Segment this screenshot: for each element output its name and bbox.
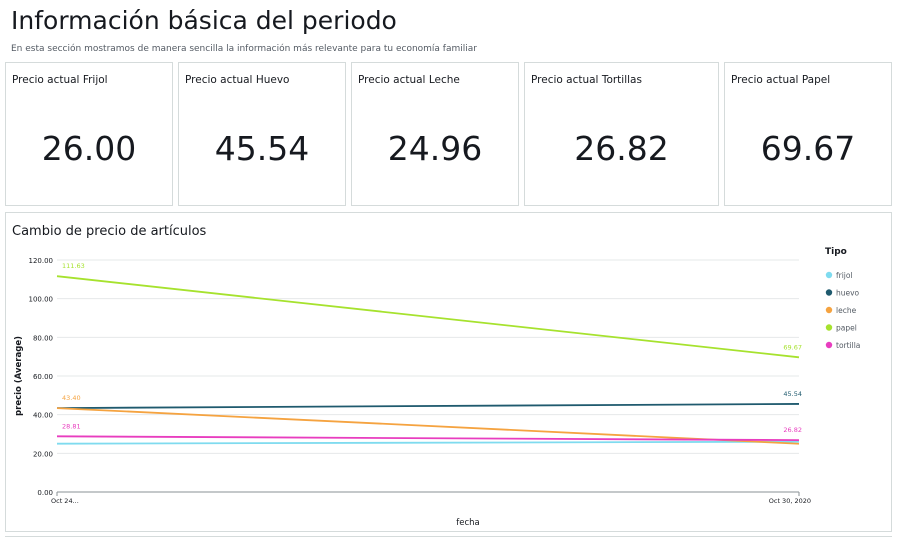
kpi-label: Precio actual Papel bbox=[731, 74, 831, 86]
data-label: 111.63 bbox=[62, 262, 85, 270]
legend-entry: tortilla bbox=[836, 341, 860, 350]
series-line-huevo bbox=[56, 403, 800, 409]
kpi-value: 26.82 bbox=[574, 129, 669, 168]
kpi-label: Precio actual Tortillas bbox=[531, 74, 642, 86]
y-tick-label: 0.00 bbox=[37, 489, 53, 497]
page-subtitle: En esta sección mostramos de manera senc… bbox=[11, 44, 477, 54]
series-line-tortilla bbox=[56, 435, 800, 442]
kpi-value: 69.67 bbox=[760, 129, 856, 168]
legend-entry: huevo bbox=[836, 289, 860, 298]
next-section-edge bbox=[5, 536, 892, 541]
kpi-label: Precio actual Leche bbox=[358, 74, 460, 86]
x-tick-label: Oct 30, 2020 bbox=[769, 497, 811, 505]
series-line-papel bbox=[56, 275, 800, 359]
chart-title: Cambio de precio de artículos bbox=[12, 224, 207, 239]
legend-swatch bbox=[825, 324, 833, 331]
y-tick-label: 40.00 bbox=[33, 412, 53, 420]
legend-swatch bbox=[825, 271, 833, 279]
y-tick-label: 20.00 bbox=[33, 450, 53, 458]
kpi-card-papel[interactable]: Precio actual Papel 69.67 bbox=[724, 62, 892, 206]
kpi-card-tortillas[interactable]: Precio actual Tortillas 26.82 bbox=[524, 62, 719, 206]
legend-entry: frijol bbox=[836, 271, 853, 280]
kpi-card-frijol[interactable]: Precio actual Frijol 26.00 bbox=[5, 62, 173, 206]
data-label: 43.40 bbox=[62, 394, 81, 402]
x-tick-label: Oct 24... bbox=[51, 497, 79, 505]
data-label: 26.82 bbox=[783, 426, 802, 434]
legend-swatch bbox=[825, 306, 833, 314]
kpi-value: 26.00 bbox=[41, 129, 137, 168]
y-tick-label: 100.00 bbox=[29, 296, 54, 304]
y-tick-label: 60.00 bbox=[33, 373, 53, 381]
x-axis-title: fecha bbox=[456, 518, 480, 528]
y-tick-label: 120.00 bbox=[29, 257, 54, 265]
kpi-label: Precio actual Huevo bbox=[185, 74, 290, 86]
legend-swatch bbox=[825, 289, 833, 296]
legend-entry: leche bbox=[836, 306, 857, 315]
page-title: Información básica del periodo bbox=[11, 6, 397, 35]
series-line-frijol bbox=[56, 440, 800, 445]
legend-title: Tipo bbox=[825, 247, 847, 257]
y-tick-label: 80.00 bbox=[33, 334, 53, 342]
line-chart: 0.00 20.00 40.00 60.00 80.00 100.00 120.00 Oct … bbox=[14, 247, 860, 528]
data-label: 28.81 bbox=[62, 422, 81, 430]
legend-entry: papel bbox=[836, 324, 857, 333]
legend-swatch bbox=[825, 341, 833, 349]
kpi-value: 24.96 bbox=[387, 129, 483, 168]
data-label: 69.67 bbox=[783, 343, 802, 351]
kpi-value: 45.54 bbox=[214, 129, 310, 168]
series-line-leche bbox=[56, 407, 800, 445]
kpi-card-leche[interactable]: Precio actual Leche 24.96 bbox=[351, 62, 519, 206]
data-label: 45.54 bbox=[783, 390, 802, 398]
y-axis-title: precio (Average) bbox=[14, 336, 24, 416]
kpi-card-huevo[interactable]: Precio actual Huevo 45.54 bbox=[178, 62, 346, 206]
line-chart-card[interactable]: Cambio de precio de artículos 0.00 20.00 4… bbox=[5, 212, 892, 532]
kpi-label: Precio actual Frijol bbox=[12, 74, 108, 86]
